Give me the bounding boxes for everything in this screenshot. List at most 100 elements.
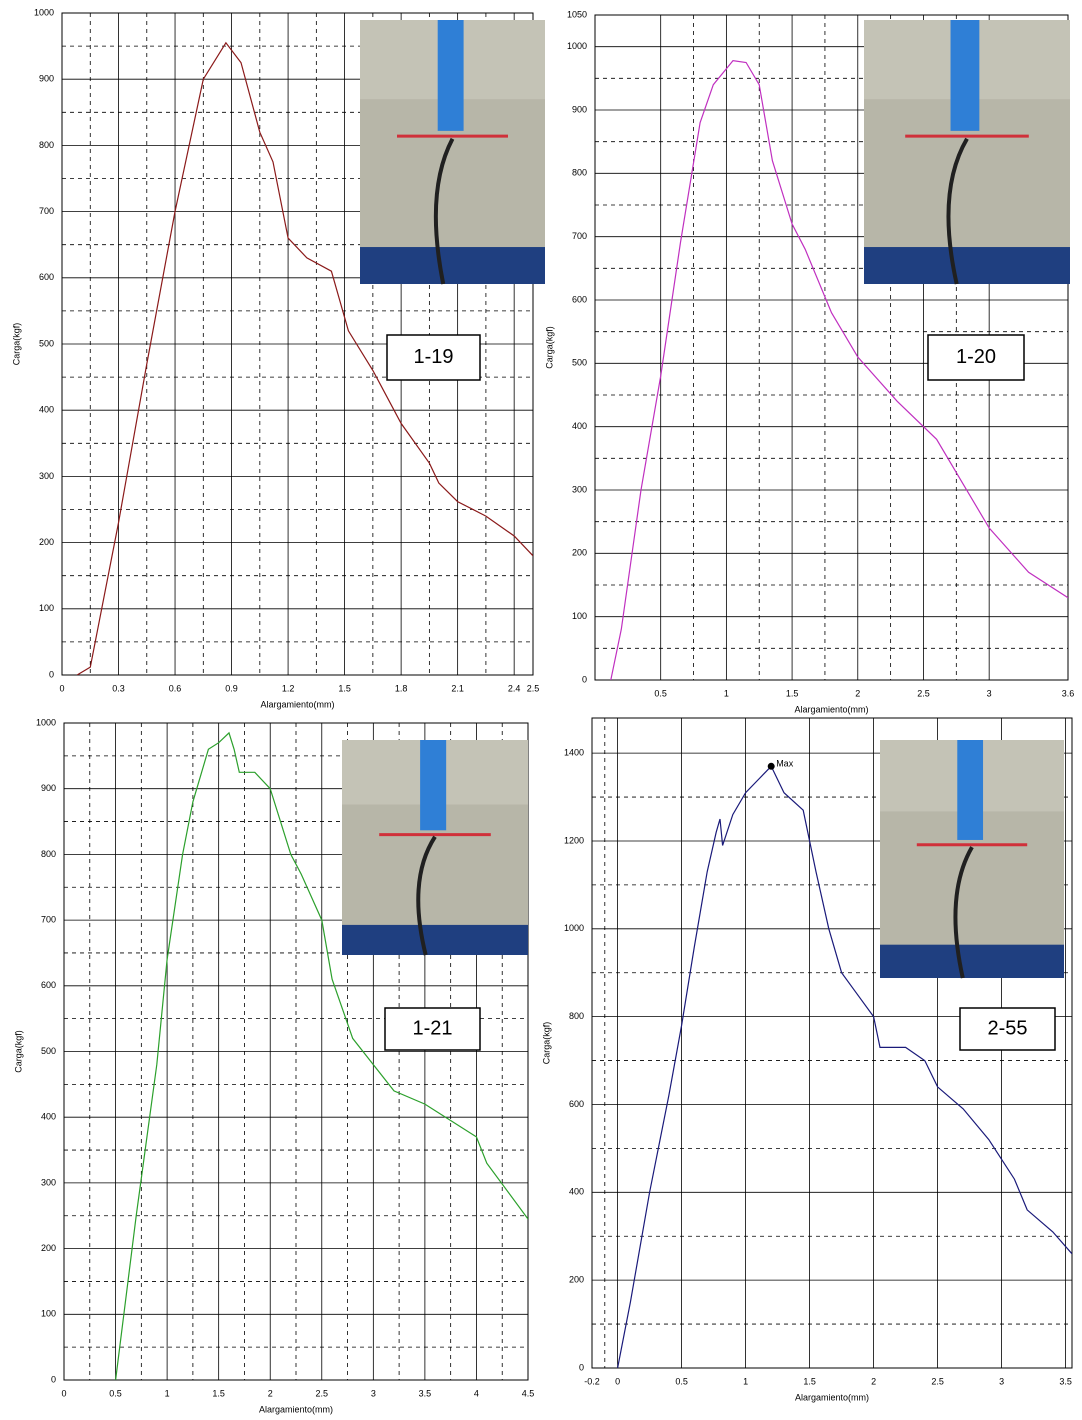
photo-jaw [420,740,447,831]
specimen-label: 1-20 [956,346,996,368]
x-tick-label: 1 [724,688,729,698]
x-tick-label: 2.5 [917,688,930,698]
y-tick-label: 200 [39,537,54,547]
photo-jaw [957,740,984,840]
y-tick-label: 400 [569,1187,584,1197]
y-tick-label: 500 [572,358,587,368]
data-line [115,731,528,1380]
x-tick-label: 0.9 [225,683,238,693]
x-tick-label: 4 [474,1388,479,1398]
specimen-label: 2-55 [987,1017,1027,1039]
x-tick-label: 0.6 [169,683,182,693]
y-tick-label: 0 [582,674,587,684]
label-box [959,1007,1056,1051]
y-tick-label: 100 [39,603,54,613]
x-tick-label: 1 [165,1388,170,1398]
y-tick-label: 900 [39,74,54,84]
photo-crack [433,137,455,285]
photo-base [880,944,1064,978]
photo-crack [416,835,437,956]
photo-jaw [437,20,464,131]
y-tick-label: 800 [569,1011,584,1021]
y-tick-label: 200 [569,1275,584,1285]
y-tick-label: 300 [572,484,587,494]
x-tick-label: 0.5 [675,1376,688,1386]
y-tick-label: 300 [39,471,54,481]
photo-jaw [950,20,980,131]
y-tick-label: 700 [41,914,56,924]
x-tick-label: 1.5 [338,683,351,693]
label-box [927,334,1025,381]
y-tick-label: 400 [572,421,587,431]
data-line [617,765,1072,1368]
x-tick-label: 4.5 [522,1388,535,1398]
x-tick-label: 2.4 [508,683,521,693]
x-tick-label: 1.8 [395,683,408,693]
y-tick-label: 200 [41,1243,56,1253]
y-tick-label: 1000 [564,923,584,933]
x-tick-label: 0 [61,1388,66,1398]
x-tick-label: 0.5 [109,1388,122,1398]
annotation-label: Max [776,759,794,769]
y-tick-label: 200 [572,548,587,558]
y-tick-label: 1000 [34,7,54,17]
y-tick-label: 400 [39,405,54,415]
y-tick-label: 1000 [36,717,56,727]
x-tick-label: 3 [999,1376,1004,1386]
x-tick-label: 3.6 [1062,688,1075,698]
y-tick-label: 0 [51,1374,56,1384]
y-tick-label: 900 [572,104,587,114]
annotation-point [767,762,775,770]
y-tick-label: 0 [579,1362,584,1372]
y-tick-label: 600 [569,1099,584,1109]
x-axis-label: Alargamiento(mm) [259,1404,333,1414]
specimen-label: 1-21 [412,1017,452,1039]
y-tick-label: 700 [39,206,54,216]
x-axis-label: Alargamiento(mm) [260,699,334,709]
x-tick-label: 2.5 [931,1376,944,1386]
x-tick-label: 2 [268,1388,273,1398]
specimen-label: 1-19 [413,346,453,368]
x-axis-label: Alargamiento(mm) [795,1392,869,1402]
x-tick-label: 2.5 [316,1388,329,1398]
y-tick-label: 500 [39,338,54,348]
x-tick-label: 2 [855,688,860,698]
photo-base [360,247,545,284]
y-tick-label: 0 [49,669,54,679]
photo-base [864,247,1070,284]
photo-crack [953,846,974,979]
y-tick-label: 800 [39,140,54,150]
y-tick-label: 1200 [564,835,584,845]
y-tick-label: 600 [572,294,587,304]
y-tick-label: 400 [41,1112,56,1122]
x-tick-label: 1.5 [212,1388,225,1398]
x-tick-label: 2.1 [451,683,464,693]
y-axis-label: Carga(kgf) [541,1022,551,1065]
data-line [610,59,1068,680]
y-tick-label: 700 [572,231,587,241]
label-box [384,1007,481,1051]
x-tick-label: 1.5 [786,688,799,698]
y-axis-label: Carga(kgf) [544,326,554,369]
y-tick-label: 800 [41,849,56,859]
x-tick-label: 3 [371,1388,376,1398]
y-tick-label: 1000 [567,41,587,51]
y-tick-label: 900 [41,783,56,793]
x-tick-label: 3.5 [419,1388,432,1398]
y-tick-label: 1400 [564,748,584,758]
x-tick-label: 0 [615,1376,620,1386]
data-line [76,41,533,675]
y-tick-label: 600 [39,272,54,282]
y-axis-label: Carga(kgf) [11,323,21,366]
y-tick-label: 600 [41,980,56,990]
photo-crack [946,137,969,285]
x-tick-label: 3 [987,688,992,698]
x-tick-label: 2.5 [527,683,540,693]
y-axis-label: Carga(kgf) [13,1030,23,1073]
x-tick-label: 0.3 [112,683,125,693]
x-tick-label: -0.2 [584,1376,600,1386]
x-tick-label: 1.2 [282,683,295,693]
y-tick-label: 1050 [567,9,587,19]
photo-base [342,924,528,955]
